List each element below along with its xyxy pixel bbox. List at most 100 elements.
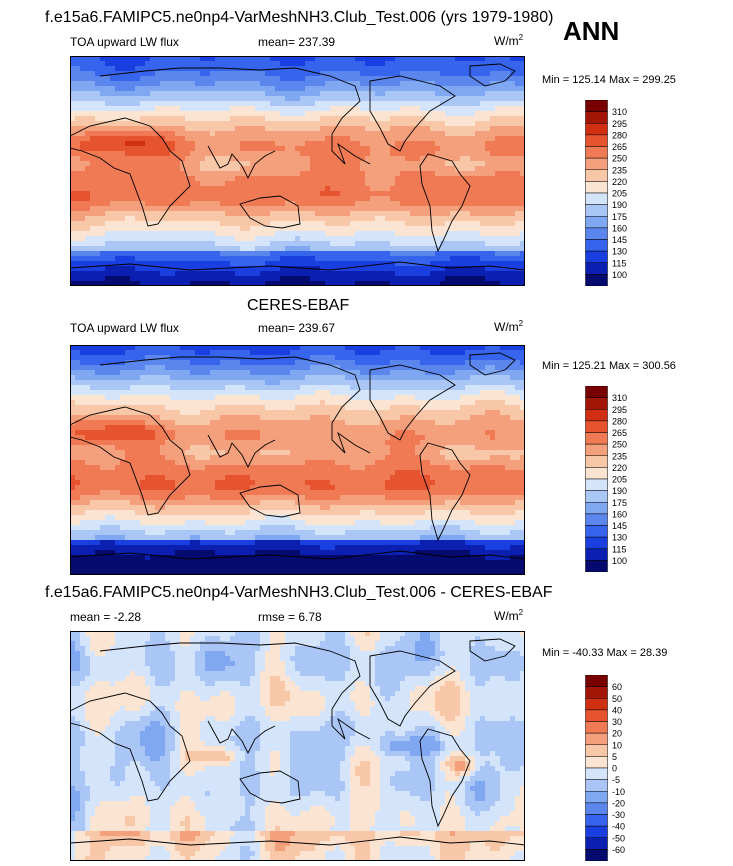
map-cell <box>500 261 506 267</box>
map-cell <box>105 116 111 122</box>
map-cell <box>335 276 341 282</box>
map-cell <box>260 241 266 247</box>
map-cell <box>290 231 296 237</box>
map-cell <box>340 86 346 92</box>
map-cell <box>105 186 111 192</box>
map-cell <box>105 151 111 157</box>
map-cell <box>315 251 321 257</box>
map-cell <box>155 251 161 257</box>
map-cell <box>475 266 481 272</box>
map-cell <box>460 206 466 212</box>
map-cell <box>445 61 451 67</box>
map-cell <box>150 131 156 137</box>
map-cell <box>240 131 246 137</box>
map-cell <box>315 101 321 107</box>
map-cell <box>165 131 171 137</box>
map-cell <box>330 186 336 192</box>
map-cell <box>480 121 486 127</box>
map-cell <box>390 181 396 187</box>
map-cell <box>445 360 451 366</box>
map-cell <box>420 365 426 371</box>
map-cell <box>170 106 176 112</box>
map-cell <box>350 101 356 107</box>
map-cell <box>515 360 521 366</box>
map-cell <box>345 345 351 351</box>
map-cell <box>250 131 256 137</box>
map-cell <box>145 186 151 192</box>
map-cell <box>85 226 91 232</box>
map-cell <box>395 360 401 366</box>
map-cell <box>360 256 366 262</box>
map-cell <box>505 166 511 172</box>
units-label: W/m2 <box>494 33 524 48</box>
map-cell <box>325 131 331 137</box>
map-cell <box>470 136 476 142</box>
map-cell <box>495 81 501 87</box>
map-cell <box>160 171 166 177</box>
map-cell <box>385 101 391 107</box>
map-cell <box>430 146 436 152</box>
map-cell <box>250 231 256 237</box>
map-cell <box>490 106 496 112</box>
map-cell <box>140 345 146 351</box>
map-cell <box>300 266 306 272</box>
map-cell <box>175 375 181 381</box>
map-cell <box>405 206 411 212</box>
map-cell <box>460 81 466 87</box>
map-cell <box>470 71 476 77</box>
map-cell <box>190 56 196 62</box>
map-cell <box>460 106 466 112</box>
map-cell <box>465 345 471 351</box>
map-cell <box>230 186 236 192</box>
map-cell <box>310 261 316 267</box>
map-cell <box>390 226 396 232</box>
map-cell <box>430 101 436 107</box>
map-cell <box>70 171 76 177</box>
map-cell <box>180 121 186 127</box>
map-cell <box>90 226 96 232</box>
map-cell <box>515 281 521 286</box>
map-cell <box>450 360 456 366</box>
map-cell <box>500 231 506 237</box>
map-cell <box>80 216 86 222</box>
map-cell <box>465 196 471 202</box>
map-cell <box>315 66 321 72</box>
map-cell <box>350 186 356 192</box>
map-cell <box>315 161 321 167</box>
map-cell <box>440 231 446 237</box>
map-cell <box>400 350 406 356</box>
map-cell <box>395 166 401 172</box>
map-cell <box>120 365 126 371</box>
map-cell <box>395 146 401 152</box>
map-cell <box>85 201 91 207</box>
map-cell <box>80 350 86 356</box>
map-cell <box>410 141 416 147</box>
map-cell <box>325 211 331 217</box>
map-cell <box>195 136 201 142</box>
map-cell <box>250 360 256 366</box>
map-cell <box>130 56 136 62</box>
map-cell <box>310 211 316 217</box>
map-cell <box>480 96 486 102</box>
map-cell <box>370 86 376 92</box>
map-cell <box>145 151 151 157</box>
map-cell <box>485 181 491 187</box>
map-cell <box>135 126 141 132</box>
map-cell <box>195 271 201 277</box>
map-cell <box>145 56 151 62</box>
map-cell <box>320 171 326 177</box>
map-cell <box>215 271 221 277</box>
map-cell <box>400 216 406 222</box>
map-cell <box>165 76 171 82</box>
map-cell <box>505 350 511 356</box>
map-cell <box>80 211 86 217</box>
map-cell <box>80 360 86 366</box>
map-cell <box>230 96 236 102</box>
map-cell <box>270 151 276 157</box>
map-cell <box>170 176 176 182</box>
map-cell <box>70 196 76 202</box>
map-cell <box>175 241 181 247</box>
map-cell <box>320 350 326 356</box>
map-cell <box>455 380 461 386</box>
map-cell <box>360 216 366 222</box>
